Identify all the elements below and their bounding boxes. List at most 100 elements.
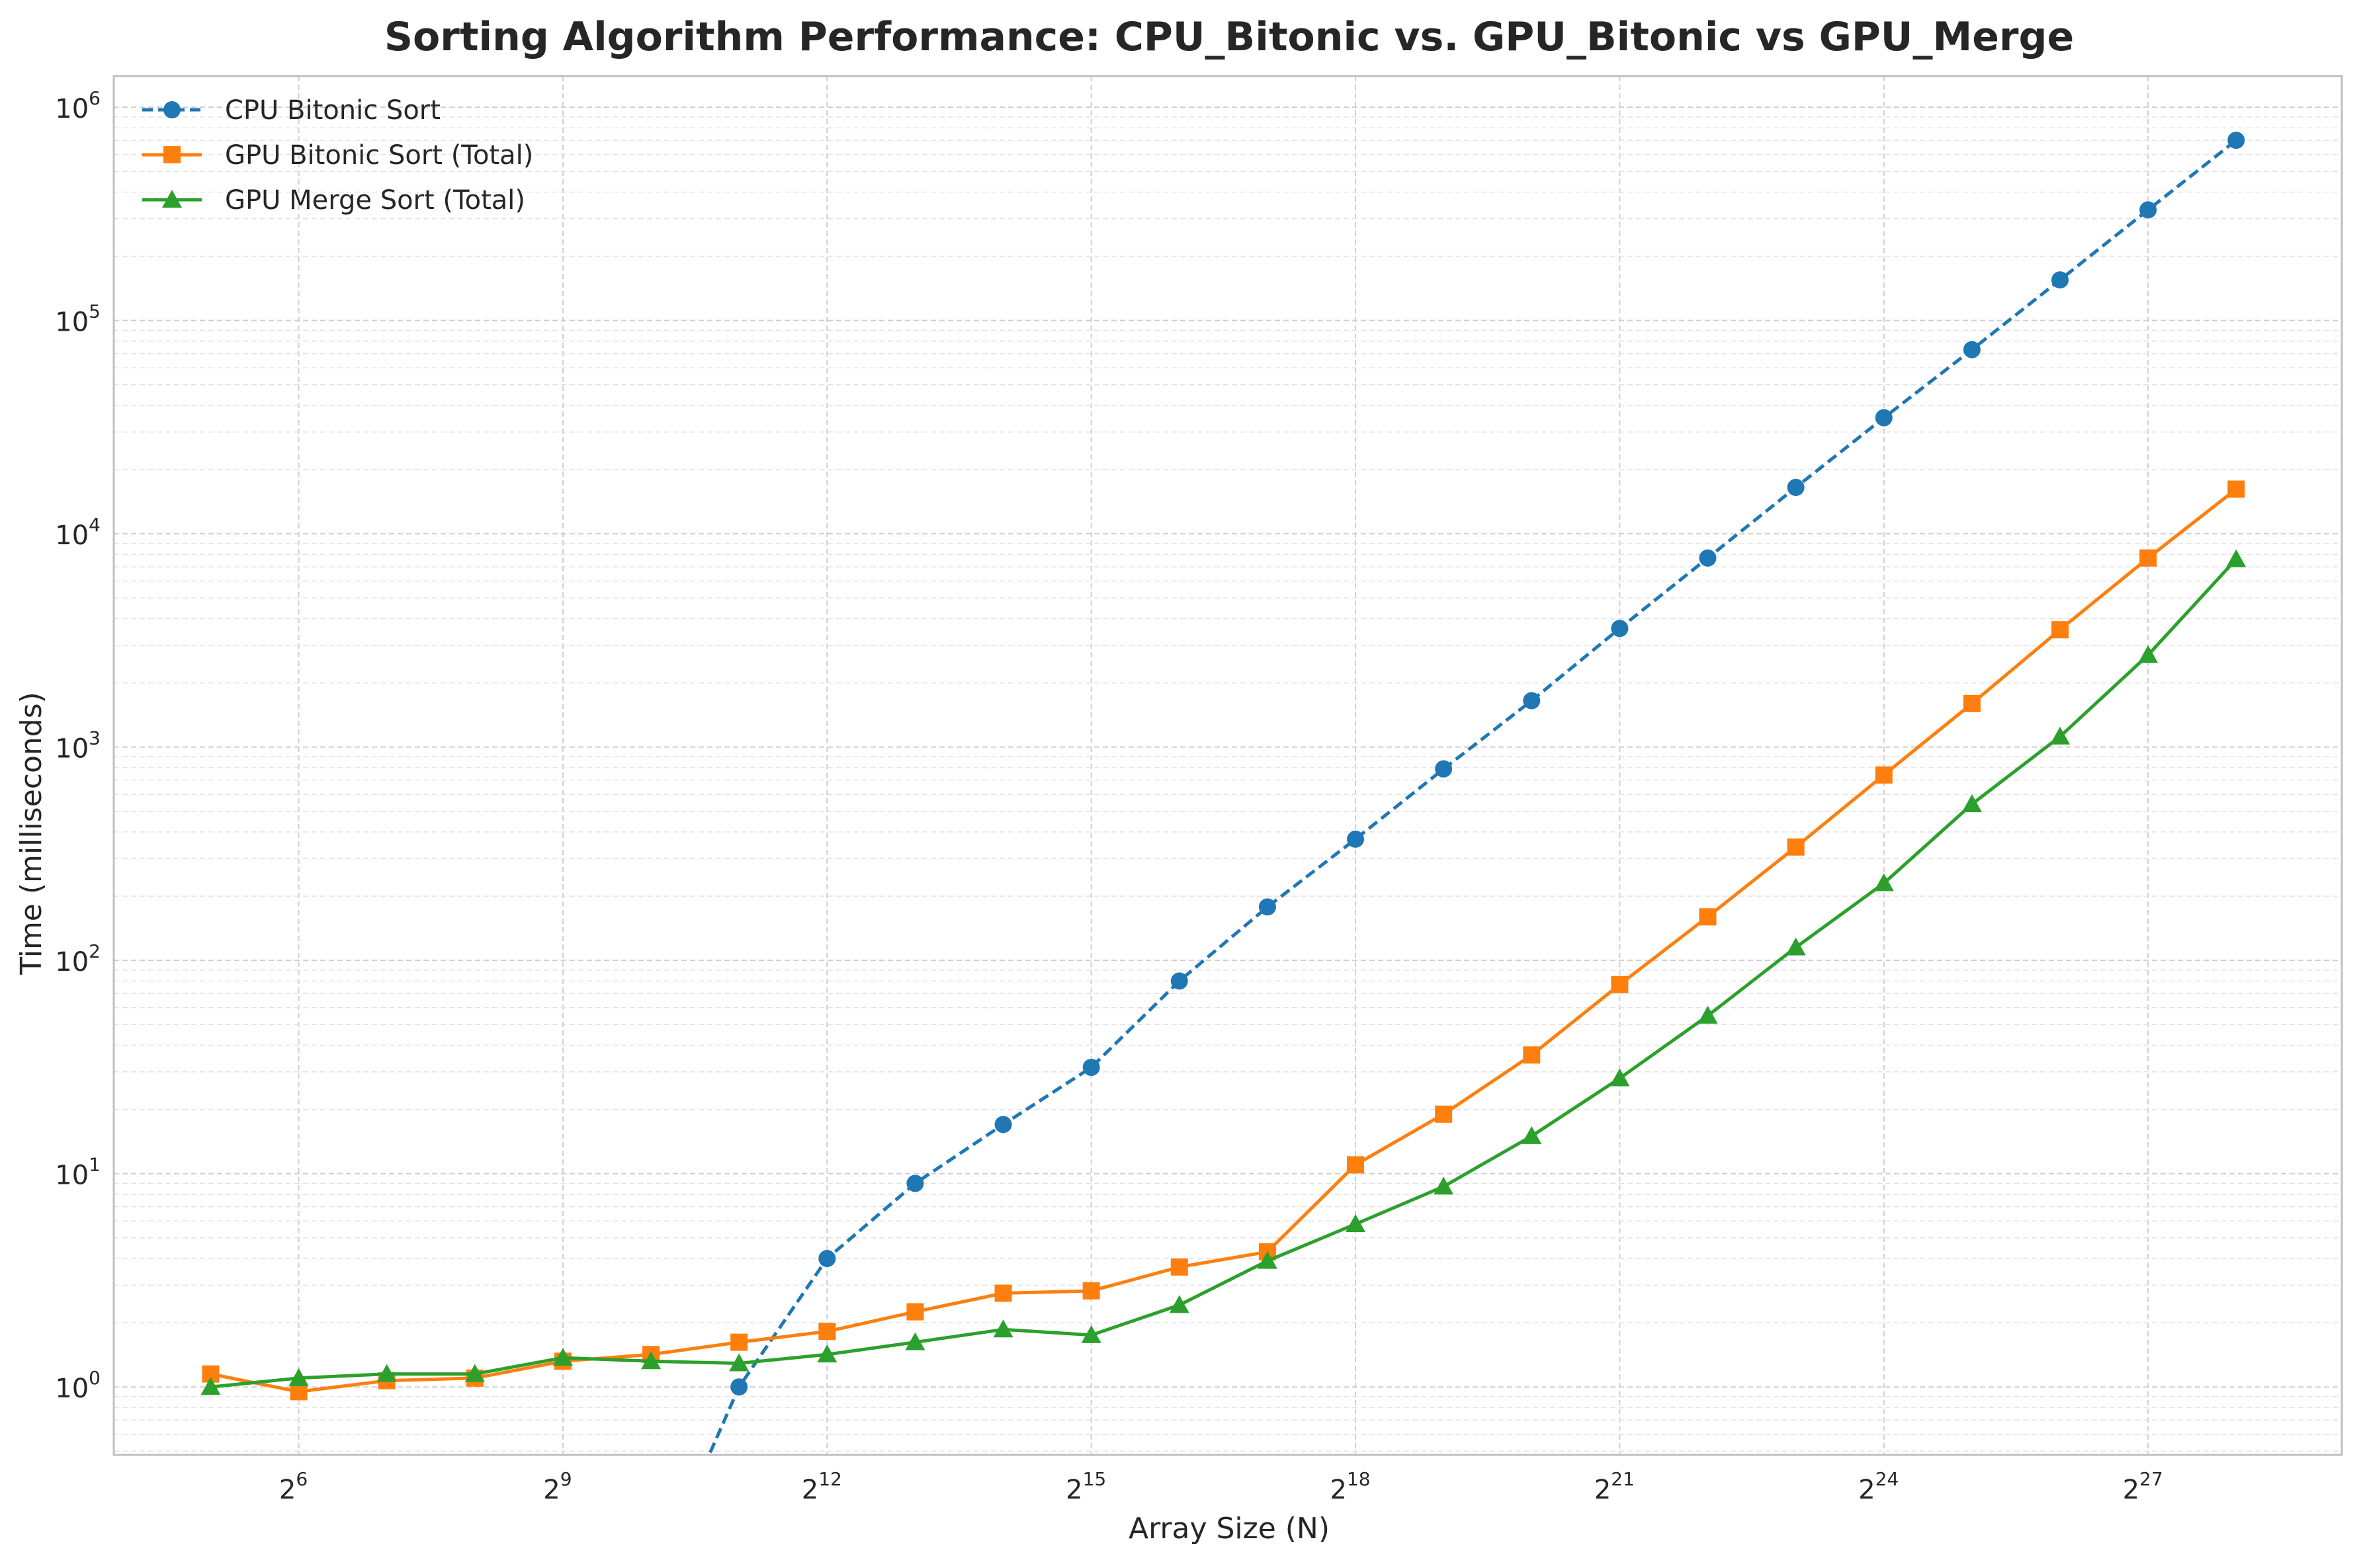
data-point-cpu-bitonic-sort [2051, 271, 2069, 289]
data-point-gpu-merge-sort-total [1346, 1214, 1366, 1232]
data-point-gpu-merge-sort-total [1522, 1126, 1542, 1144]
y-tick-base: 10 [55, 1374, 89, 1404]
data-point-gpu-bitonic-sort-total [1082, 1282, 1100, 1300]
data-point-cpu-bitonic-sort [1875, 409, 1893, 427]
y-tick-base: 10 [55, 520, 89, 551]
y-tick-base: 10 [55, 94, 89, 124]
data-point-cpu-bitonic-sort [2227, 132, 2245, 149]
data-point-gpu-bitonic-sort-total [2139, 549, 2157, 567]
data-point-gpu-bitonic-sort-total [1699, 908, 1717, 926]
grid [114, 76, 2342, 1455]
x-tick-exponent: 18 [1347, 1468, 1371, 1490]
series-gpu-merge-sort-total [200, 549, 2247, 1395]
data-point-gpu-merge-sort-total [905, 1332, 925, 1350]
data-point-cpu-bitonic-sort [2139, 201, 2157, 219]
y-tick-label: 104 [55, 514, 101, 551]
legend-item: CPU Bitonic Sort [142, 95, 441, 126]
y-tick-base: 10 [55, 947, 89, 977]
data-point-cpu-bitonic-sort [1963, 341, 1981, 358]
data-point-cpu-bitonic-sort [1611, 620, 1629, 638]
data-point-cpu-bitonic-sort [1082, 1058, 1100, 1076]
series-line-cpu-bitonic-sort [707, 139, 2237, 1455]
data-point-gpu-merge-sort-total [1873, 873, 1894, 891]
x-axis-label: Array Size (N) [1129, 1512, 1330, 1546]
series-line-gpu-merge-sort-total [210, 557, 2238, 1389]
data-point-cpu-bitonic-sort [994, 1116, 1012, 1134]
legend: CPU Bitonic Sort GPU Bitonic Sort (Total)… [142, 95, 533, 216]
series-cpu-bitonic-sort [707, 132, 2245, 1455]
y-tick-exponent: 5 [89, 301, 101, 323]
x-tick-base: 2 [1066, 1475, 1082, 1505]
data-point-cpu-bitonic-sort [1258, 898, 1276, 916]
data-point-cpu-bitonic-sort [1435, 760, 1453, 778]
x-tick-exponent: 12 [818, 1468, 842, 1490]
series-layer [200, 132, 2247, 1455]
legend-label: GPU Merge Sort (Total) [225, 185, 525, 216]
data-point-gpu-bitonic-sort-total [1787, 838, 1805, 856]
y-tick-label: 100 [55, 1367, 101, 1404]
y-tick-base: 10 [55, 734, 89, 764]
data-point-gpu-merge-sort-total [1697, 1005, 1718, 1024]
x-tick-base: 2 [279, 1475, 296, 1505]
series-line-gpu-bitonic-sort-total [210, 487, 2237, 1393]
y-tick-exponent: 2 [89, 940, 101, 962]
data-point-cpu-bitonic-sort [818, 1250, 836, 1268]
data-point-cpu-bitonic-sort [1170, 972, 1188, 990]
legend-marker [162, 190, 182, 208]
series-gpu-bitonic-sort-total [202, 480, 2245, 1401]
y-tick-exponent: 3 [89, 727, 101, 749]
legend-item: GPU Bitonic Sort (Total) [142, 140, 533, 171]
data-point-gpu-merge-sort-total [288, 1368, 309, 1386]
legend-marker [163, 101, 181, 118]
chart-title: Sorting Algorithm Performance: CPU_Biton… [384, 14, 2074, 60]
data-point-gpu-bitonic-sort-total [994, 1284, 1012, 1302]
y-tick-base: 10 [55, 308, 89, 338]
data-point-gpu-bitonic-sort-total [2227, 480, 2245, 498]
data-point-gpu-bitonic-sort-total [1435, 1105, 1453, 1123]
x-tick-label: 215 [1066, 1468, 1106, 1505]
axes: 26 29 212 215 218 221 224 227100101102103104105… [55, 75, 2343, 1505]
y-tick-exponent: 0 [89, 1367, 101, 1389]
x-tick-exponent: 15 [1083, 1468, 1107, 1490]
x-tick-label: 212 [802, 1468, 842, 1505]
x-tick-label: 227 [2123, 1468, 2163, 1505]
y-tick-exponent: 6 [89, 87, 101, 109]
x-tick-base: 2 [543, 1475, 560, 1505]
data-point-cpu-bitonic-sort [1787, 479, 1805, 497]
y-tick-exponent: 1 [89, 1154, 101, 1176]
legend-item: GPU Merge Sort (Total) [142, 185, 525, 216]
data-point-gpu-merge-sort-total [1434, 1176, 1454, 1195]
x-tick-exponent: 9 [560, 1468, 572, 1490]
data-point-gpu-merge-sort-total [729, 1353, 750, 1372]
x-tick-exponent: 6 [296, 1468, 308, 1490]
y-axis-label: Time (milliseconds) [15, 692, 48, 975]
y-tick-label: 101 [55, 1154, 101, 1191]
data-point-gpu-bitonic-sort-total [730, 1333, 748, 1351]
x-tick-base: 2 [1330, 1475, 1346, 1505]
data-point-gpu-bitonic-sort-total [1611, 975, 1629, 993]
data-point-cpu-bitonic-sort [1347, 830, 1365, 848]
x-tick-exponent: 24 [1875, 1468, 1899, 1490]
x-tick-exponent: 21 [1611, 1468, 1635, 1490]
data-point-gpu-bitonic-sort-total [1963, 694, 1981, 712]
y-tick-exponent: 4 [89, 514, 101, 536]
x-tick-label: 218 [1330, 1468, 1370, 1505]
data-point-cpu-bitonic-sort [730, 1378, 748, 1396]
data-point-gpu-merge-sort-total [1610, 1068, 1630, 1087]
x-tick-base: 2 [1858, 1475, 1875, 1505]
plot-frame [112, 75, 2343, 1456]
data-point-gpu-merge-sort-total [464, 1364, 485, 1382]
data-point-gpu-bitonic-sort-total [906, 1303, 924, 1321]
legend-label: GPU Bitonic Sort (Total) [225, 140, 533, 171]
data-point-gpu-bitonic-sort-total [1523, 1046, 1541, 1064]
x-tick-base: 2 [1594, 1475, 1611, 1505]
data-point-gpu-bitonic-sort-total [1170, 1258, 1188, 1276]
data-point-gpu-merge-sort-total [2138, 645, 2159, 663]
data-point-gpu-bitonic-sort-total [1875, 766, 1893, 784]
y-tick-label: 102 [55, 940, 101, 977]
data-point-gpu-merge-sort-total [1169, 1295, 1189, 1313]
plot-area [114, 76, 2342, 1455]
data-point-gpu-merge-sort-total [200, 1377, 221, 1395]
y-tick-base: 10 [55, 1161, 89, 1191]
